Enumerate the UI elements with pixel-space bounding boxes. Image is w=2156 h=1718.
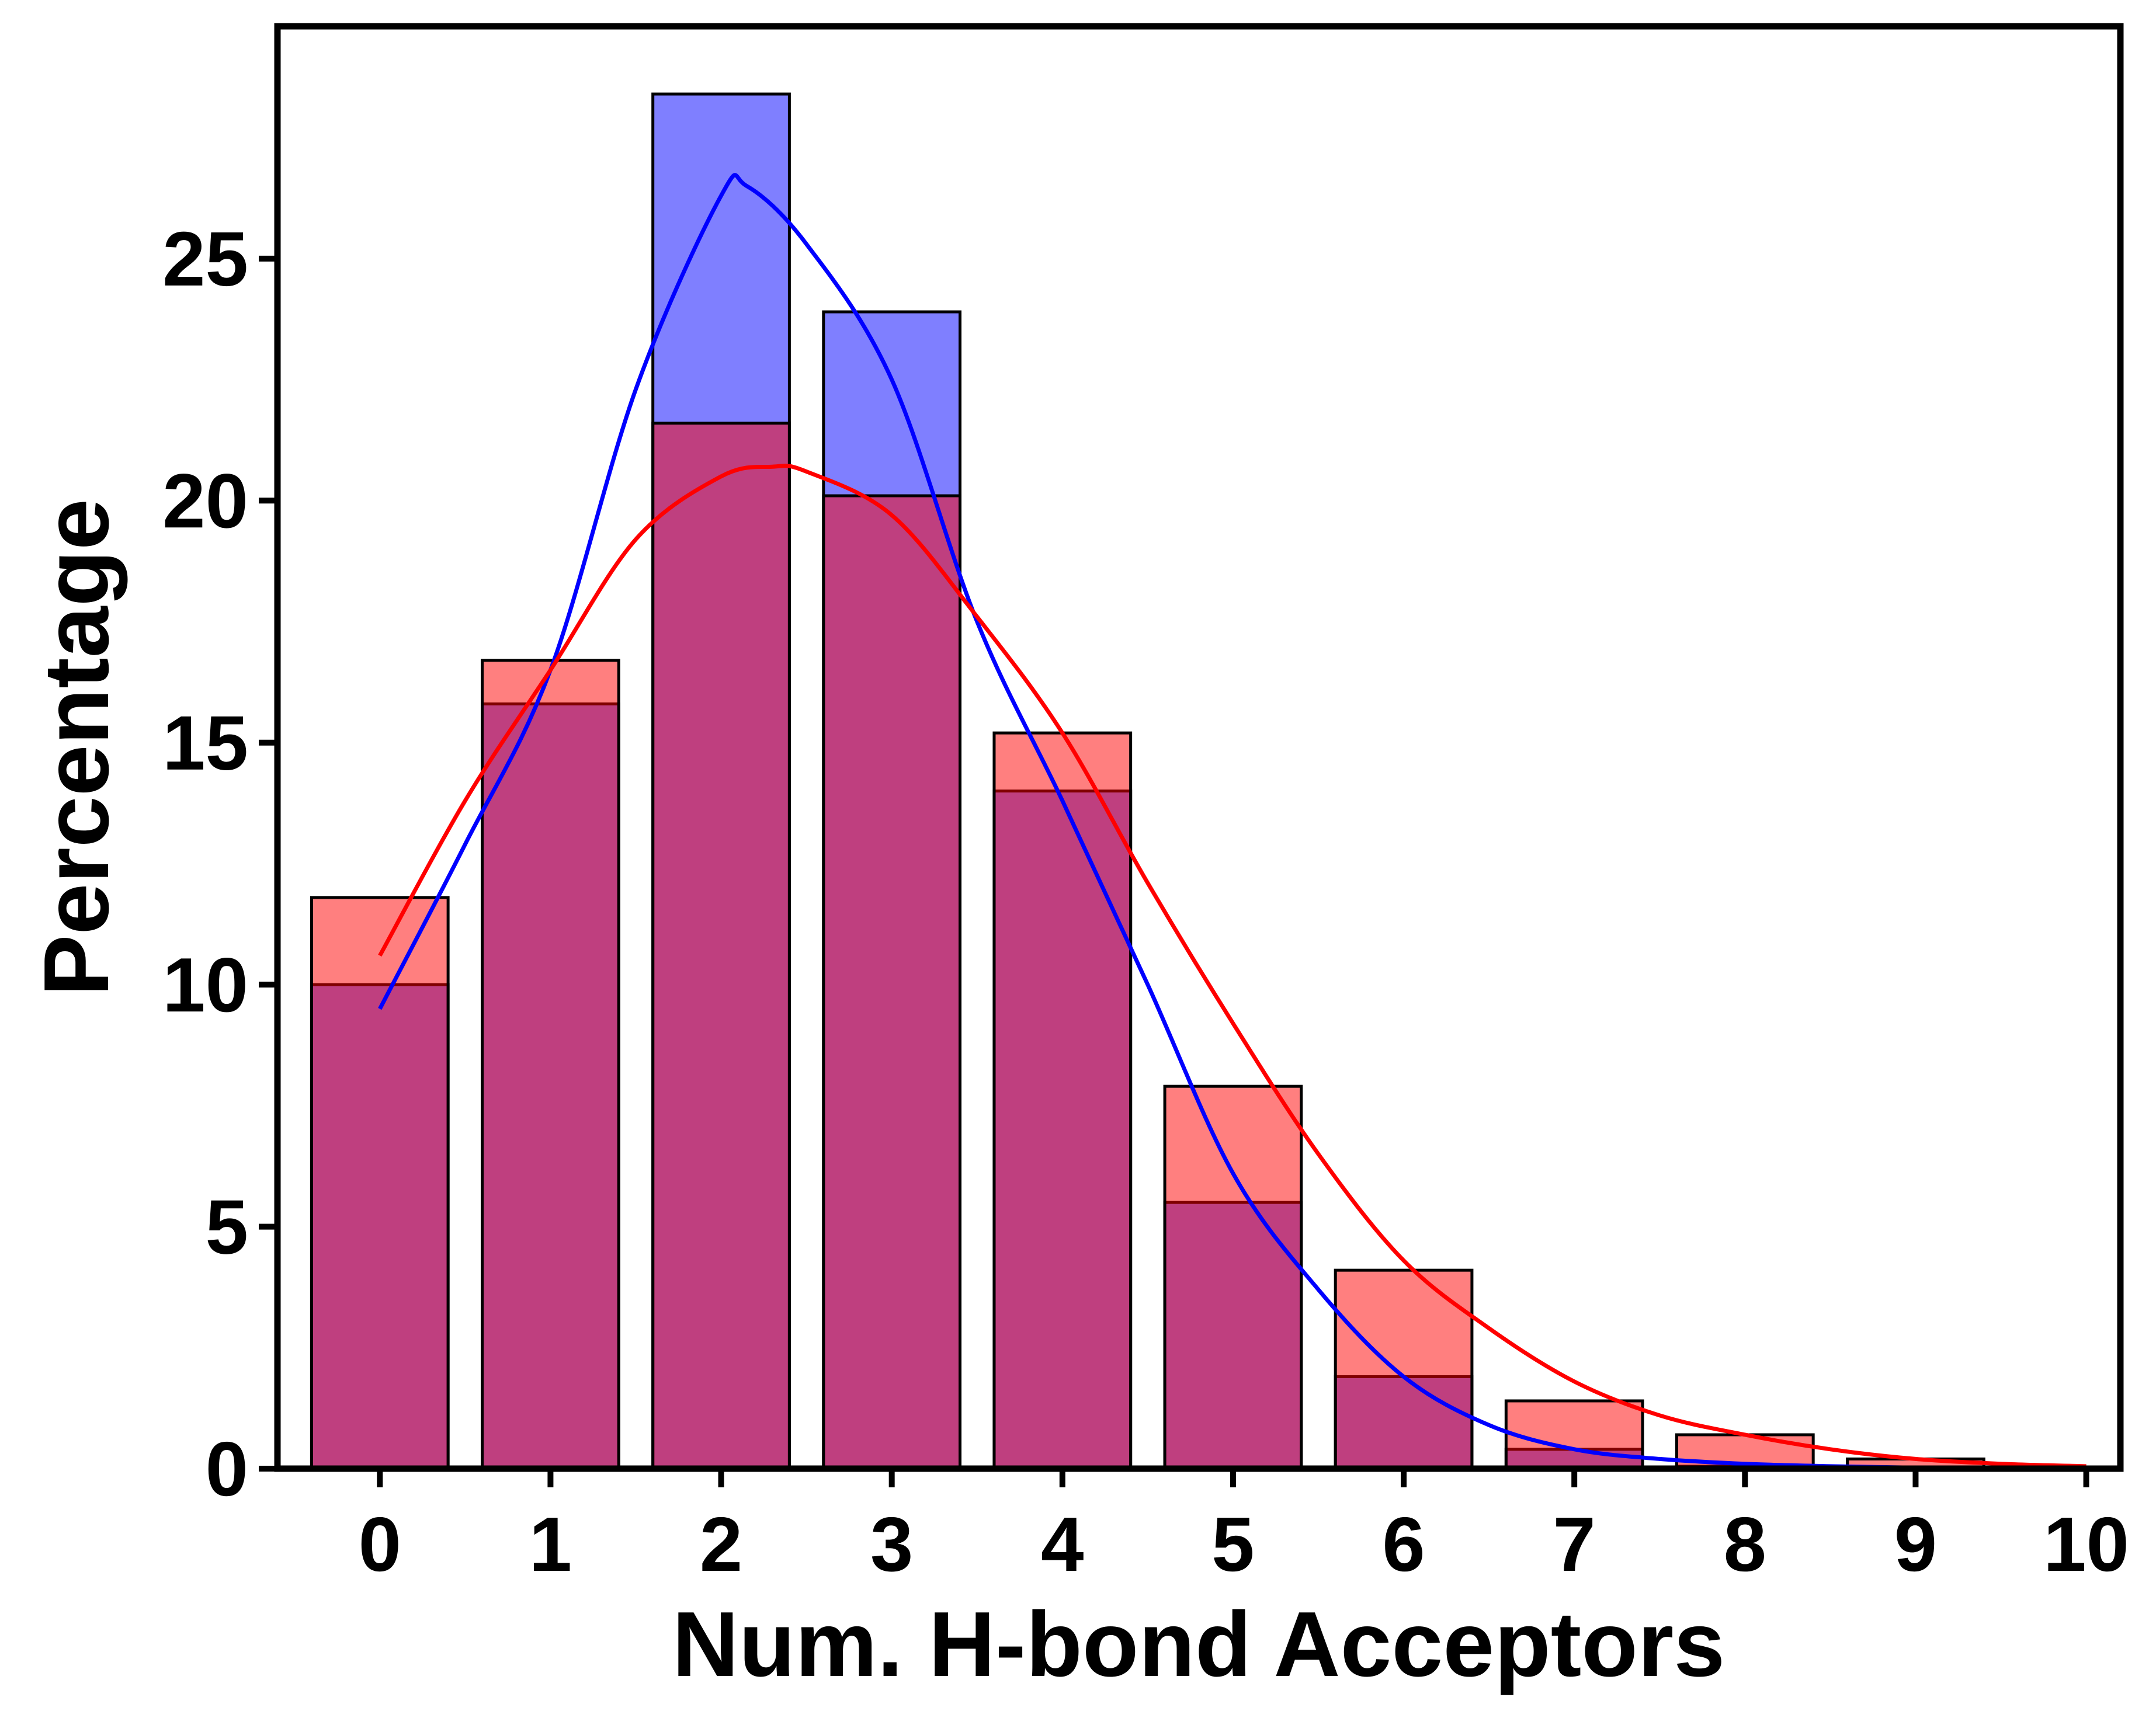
x-tick-label-0: 0 <box>359 1501 401 1587</box>
x-tick-label-2: 2 <box>700 1501 742 1587</box>
y-axis-title: Percentage <box>25 499 128 996</box>
bar-series2-4 <box>992 731 1133 1470</box>
x-tick-label-8: 8 <box>1724 1501 1766 1587</box>
y-tick-label-25: 25 <box>162 216 248 302</box>
bar-series2-6 <box>1334 1268 1474 1470</box>
y-tick-label-20: 20 <box>162 458 248 544</box>
x-ticks: 0 1 2 3 4 5 6 7 8 9 10 <box>359 1469 2129 1587</box>
bar-series2-1 <box>481 659 620 1470</box>
x-tick-label-4: 4 <box>1041 1501 1084 1587</box>
x-tick-label-6: 6 <box>1382 1501 1425 1587</box>
bar-series2-7 <box>1504 1399 1644 1470</box>
bar-series2-2 <box>651 422 791 1470</box>
bar-series2-0 <box>310 896 450 1470</box>
y-tick-label-15: 15 <box>162 700 248 786</box>
kde-layer <box>378 173 2086 1471</box>
x-tick-label-10: 10 <box>2043 1501 2129 1587</box>
y-ticks: 0 5 10 15 20 25 <box>162 216 277 1512</box>
bars-layer <box>310 92 1985 1470</box>
y-tick-label-5: 5 <box>206 1184 248 1270</box>
bar-series2-3 <box>822 494 962 1470</box>
x-tick-label-5: 5 <box>1211 1501 1254 1587</box>
x-axis-title: Num. H-bond Acceptors <box>672 1593 1725 1696</box>
x-tick-label-9: 9 <box>1894 1501 1937 1587</box>
plot-frame <box>274 23 2124 1472</box>
x-tick-label-3: 3 <box>870 1501 913 1587</box>
x-tick-label-1: 1 <box>529 1501 572 1587</box>
bar-series2-5 <box>1163 1084 1303 1470</box>
x-tick-label-7: 7 <box>1553 1501 1595 1587</box>
kde-line-series2 <box>378 464 2086 1469</box>
y-tick-label-10: 10 <box>162 942 248 1028</box>
y-tick-label-0: 0 <box>206 1426 248 1512</box>
kde-line-series1 <box>378 173 2086 1471</box>
